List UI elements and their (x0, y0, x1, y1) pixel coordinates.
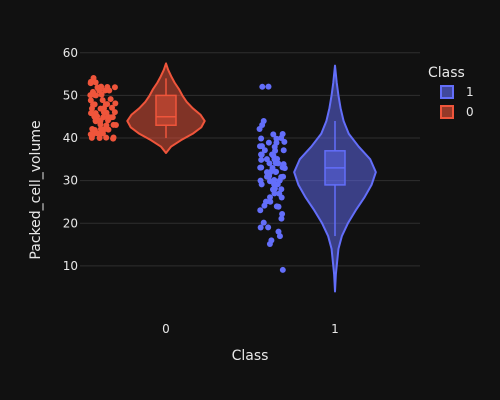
data-point (279, 266, 286, 273)
x-tick-label: 0 (162, 322, 170, 336)
data-point (258, 151, 265, 158)
y-gridlines (80, 52, 420, 267)
data-point (267, 194, 274, 201)
y-tick-label: 20 (63, 216, 78, 230)
data-point (260, 219, 267, 226)
legend-label: 0 (466, 105, 474, 119)
data-point (112, 100, 119, 107)
data-point (99, 97, 106, 104)
data-point (89, 126, 96, 133)
data-point (110, 134, 117, 141)
legend-swatch (440, 105, 454, 119)
data-point (102, 101, 109, 108)
data-point (92, 118, 99, 125)
data-point (269, 165, 276, 172)
data-point (104, 84, 111, 91)
data-point (263, 173, 270, 180)
data-point (88, 110, 95, 117)
data-point (271, 181, 278, 188)
legend-swatch (440, 85, 454, 99)
data-point (111, 109, 118, 116)
y-tick-label: 50 (63, 88, 78, 102)
data-point (103, 134, 110, 141)
violin-shape (126, 62, 206, 154)
data-point (262, 198, 269, 205)
data-point (257, 143, 264, 150)
data-point (263, 156, 270, 163)
data-point (279, 130, 286, 137)
data-point (279, 211, 286, 218)
data-point (276, 233, 283, 240)
y-tick-label: 60 (63, 46, 78, 60)
y-tick-label: 40 (63, 131, 78, 145)
data-point (265, 224, 272, 231)
data-point (268, 237, 275, 244)
data-point (89, 88, 96, 95)
data-point (90, 74, 97, 81)
legend-title: Class (428, 65, 465, 81)
data-point (257, 224, 264, 231)
data-point (280, 161, 287, 168)
data-point (278, 174, 285, 181)
y-tick-label: 30 (63, 174, 78, 188)
legend-item-0[interactable]: 0 (440, 105, 474, 119)
data-point (267, 198, 274, 205)
data-point (94, 84, 101, 91)
plot-traces (87, 62, 377, 293)
legend-label: 1 (466, 85, 474, 99)
data-point (258, 135, 265, 142)
y-axis-title: Packed_cell_volume (28, 120, 44, 259)
data-point (96, 135, 103, 142)
data-point (259, 83, 266, 90)
data-point (258, 156, 265, 163)
data-point (265, 83, 272, 90)
data-point (278, 186, 285, 193)
box-iqr (155, 94, 177, 126)
data-point (265, 139, 272, 146)
data-point (270, 131, 277, 138)
data-point (87, 131, 94, 138)
data-point (269, 186, 276, 193)
data-point (278, 215, 285, 222)
data-point (257, 207, 264, 214)
y-tick-labels: 10 20 30 40 50 60 (63, 46, 78, 273)
data-point (100, 114, 107, 121)
data-point (111, 84, 118, 91)
data-point (266, 178, 273, 185)
violin-shape (293, 64, 377, 293)
data-point (109, 114, 116, 121)
y-tick-label: 10 (63, 259, 78, 273)
data-point (87, 97, 94, 104)
series-1 (256, 64, 377, 293)
data-point (275, 228, 282, 235)
data-point (109, 104, 116, 111)
data-point (257, 164, 264, 171)
series-0 (87, 62, 206, 154)
data-point (107, 96, 114, 103)
data-point (103, 122, 110, 129)
data-point (260, 117, 267, 124)
x-axis-title: Class (232, 348, 269, 364)
data-point (273, 203, 280, 210)
legend-item-1[interactable]: 1 (440, 85, 474, 99)
data-point (110, 121, 117, 128)
data-point (273, 135, 280, 142)
data-point (92, 110, 99, 117)
data-point (280, 147, 287, 154)
legend[interactable]: Class 1 0 (428, 65, 474, 119)
x-tick-label: 1 (331, 322, 339, 336)
data-point (257, 177, 264, 184)
